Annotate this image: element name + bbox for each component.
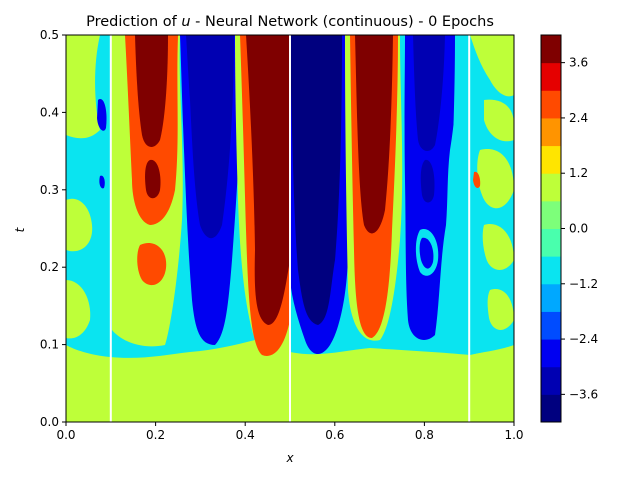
contour-col5-dark <box>355 35 393 234</box>
colorbar-level-2 <box>541 339 561 368</box>
x-axis-label: x <box>285 451 294 465</box>
x-tick-label: 1.0 <box>504 428 523 442</box>
colorbar-level-12 <box>541 62 561 91</box>
colorbar-tick-label: −1.2 <box>569 277 598 291</box>
colorbar-level-6 <box>541 228 561 257</box>
contour-col3-dark <box>246 35 290 325</box>
plot-area <box>66 35 514 422</box>
contour-right-blob-4 <box>482 224 514 270</box>
colorbar-level-10 <box>541 117 561 147</box>
contour-right-red-tiny <box>473 171 481 188</box>
contour-col4-dark <box>290 35 342 325</box>
x-axis: 0.0 0.2 0.4 0.6 0.8 1.0 <box>56 422 524 442</box>
x-tick-label: 0.8 <box>415 428 434 442</box>
chart-title-symbol: u <box>181 14 190 30</box>
contour-col1-dark-2 <box>145 159 161 199</box>
plot-frame <box>65 34 515 423</box>
colorbar-level-7 <box>541 200 561 229</box>
contour-bottom-left <box>66 345 110 422</box>
contour-left-small <box>97 99 107 131</box>
y-tick-label: 0.1 <box>40 338 59 352</box>
contour-bottom-center <box>110 340 290 422</box>
x-tick-label: 0.6 <box>325 428 344 442</box>
x-tick-label: 0.2 <box>146 428 165 442</box>
colorbar-level-4 <box>541 283 561 312</box>
contour-left-blob-2 <box>66 198 93 252</box>
y-tick-label: 0.0 <box>40 415 59 429</box>
contour-col6-dark-2 <box>420 159 435 203</box>
colorbar-tick-label: 2.4 <box>569 111 588 125</box>
y-tick-label: 0.4 <box>40 105 59 119</box>
colorbar-level-11 <box>541 90 561 119</box>
colorbar-tick-label: 3.6 <box>569 56 588 70</box>
contour-bottom-right <box>290 345 514 422</box>
colorbar-level-13 <box>541 35 561 64</box>
contour-col1-dark <box>135 35 168 147</box>
contour-left-tiny <box>99 175 105 189</box>
y-axis-label: t <box>13 226 27 232</box>
x-tick-label: 0.4 <box>236 428 255 442</box>
colorbar-level-3 <box>541 311 561 340</box>
colorbar: 3.6 2.4 1.2 0.0 −1.2 −2.4 −3.6 <box>540 34 598 423</box>
contour-col6-cyan-gap <box>446 35 468 345</box>
contour-col6-dark <box>413 35 445 152</box>
contour-right-blob-3 <box>477 149 514 209</box>
colorbar-level-9 <box>541 145 561 174</box>
colorbar-tick-label: 0.0 <box>569 222 588 236</box>
contour-left-blob-3 <box>66 280 91 339</box>
contour-right-blob-1 <box>470 35 514 97</box>
x-tick-label: 0.0 <box>56 428 75 442</box>
y-axis: 0.0 0.1 0.2 0.3 0.4 0.5 <box>40 28 66 429</box>
colorbar-level-0 <box>541 394 561 423</box>
contour-right-blob-5 <box>487 289 514 330</box>
y-tick-label: 0.3 <box>40 183 59 197</box>
colorbar-level-1 <box>541 366 561 395</box>
contour-left-blob <box>66 35 100 139</box>
contour-col1-red-lower <box>137 242 167 286</box>
contour-col2-dark <box>186 35 234 239</box>
white-lines <box>109 35 471 422</box>
colorbar-level-5 <box>541 256 561 285</box>
colorbar-level-8 <box>541 173 561 202</box>
colorbar-tick-label: −3.6 <box>569 387 598 401</box>
chart-title-prefix: Prediction of <box>86 14 181 30</box>
colorbar-tick-label: −2.4 <box>569 332 598 346</box>
chart-title-suffix: - Neural Network (continuous) - 0 Epochs <box>191 14 494 30</box>
colorbar-tick-label: 1.2 <box>569 166 588 180</box>
contour-right-blob-2 <box>484 99 514 142</box>
y-tick-label: 0.2 <box>40 260 59 274</box>
contour-col6-blue-blob <box>419 237 434 269</box>
chart-title: Prediction of u - Neural Network (contin… <box>86 14 494 30</box>
y-tick-label: 0.5 <box>40 28 59 42</box>
